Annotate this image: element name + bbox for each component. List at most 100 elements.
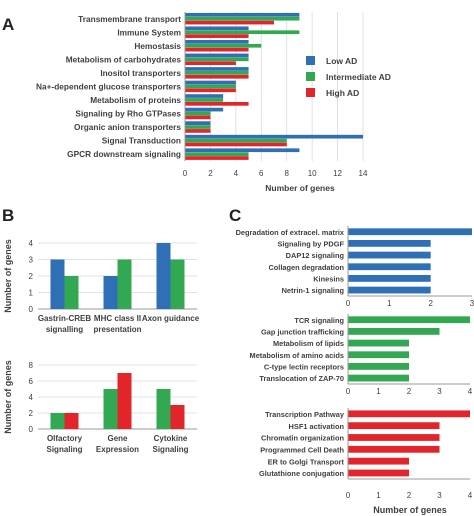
y-tick-label: 2 [29,272,34,281]
bar-intermediate-ad [185,138,287,143]
x-tick-label: 3 [437,387,442,396]
bar-high-ad [348,457,409,465]
bar-intermediate-ad [103,389,118,429]
bar-intermediate-ad [185,30,300,35]
bar-high-ad [348,422,440,430]
y-tick-label: 0 [29,305,34,314]
legend-swatch-high-ad [306,88,315,97]
y-tick-label: 4 [29,239,34,248]
x-tick-label: 3 [470,299,474,308]
category-label: Collagen degradation [268,263,344,272]
bar-intermediate-ad [64,276,79,309]
bar-low-ad [348,275,431,282]
category-label: Netrin-1 signaling [282,286,345,295]
bar-intermediate-ad [50,413,65,429]
bar-intermediate-ad [170,259,185,309]
bar-intermediate-ad [185,71,249,75]
category-label: Axon guidance [142,314,200,323]
x-tick-label: 12 [333,169,342,178]
category-label: C-type lectin receptors [264,363,344,372]
category-label: Metabolism of carbohydrates [66,54,182,64]
y-axis-title: Number of genes [3,360,13,434]
bar-intermediate-ad [185,111,211,116]
category-label: Degradation of extracel. matrix [236,228,345,237]
bar-low-ad [185,67,249,71]
x-tick-label: 2 [428,299,433,308]
bar-low-ad [348,251,431,259]
x-tick-label: 6 [259,169,264,178]
category-label: Organic anion transporters [74,122,181,132]
bar-low-ad [348,228,472,236]
bar-high-ad [185,115,211,120]
bar-high-ad [185,20,274,25]
category-label: Chromatin organization [261,434,344,443]
bar-intermediate-ad [185,98,224,102]
category-label: Immune System [117,27,181,37]
bar-high-ad [185,34,249,38]
bar-high-ad [185,142,287,147]
bar-low-ad [185,53,249,58]
bar-low-ad [185,26,249,31]
x-tick-label: 3 [437,491,442,500]
category-label: Expression [96,445,139,454]
y-tick-label: 0 [29,425,34,434]
bar-high-ad [185,74,249,79]
category-label: ER to Golgi Transport [268,457,345,466]
category-label: TCR signaling [294,316,344,325]
bar-intermediate-ad [185,57,249,62]
y-tick-label: 1 [29,289,34,298]
panel-label-b: B [2,206,14,225]
bar-low-ad [348,240,431,247]
bar-low-ad [156,243,171,309]
bar-low-ad [185,134,363,139]
category-label: DAP12 signaling [286,251,345,260]
x-tick-label: 1 [376,491,381,500]
category-label: Kinesins [313,275,344,284]
legend-swatch-intermediate-ad [306,72,315,81]
category-label: Metabolism of lipids [273,339,344,348]
category-label: Transcription Pathway [265,410,345,419]
bar-intermediate-ad [117,259,132,309]
bar-low-ad [103,276,118,309]
y-axis-title: Number of genes [3,239,13,313]
x-tick-label: 2 [407,491,412,500]
x-tick-label: 14 [359,169,368,178]
bar-intermediate-ad [348,374,409,382]
category-label: Gap junction trafficking [261,328,344,337]
x-tick-label: 8 [284,169,289,178]
bar-intermediate-ad [185,43,262,48]
category-label: Olfactory [47,434,83,443]
bar-low-ad [185,80,236,85]
category-label: GPCR downstream signaling [67,149,181,159]
bar-low-ad [185,121,211,125]
bar-high-ad [185,156,249,160]
x-tick-label: 0 [346,299,351,308]
category-label: Signal Transduction [102,136,181,146]
category-label: Signaling by Rho GTPases [75,109,181,119]
x-tick-label: 1 [387,299,392,308]
bar-low-ad [185,107,224,112]
bar-high-ad [185,129,211,133]
category-label: Programmed Cell Death [260,445,344,454]
bar-low-ad [185,94,224,98]
bar-intermediate-ad [348,316,470,324]
category-label: HSF1 activation [289,422,345,431]
x-tick-label: 0 [346,491,351,500]
x-tick-label: 4 [468,387,473,396]
legend-label: High AD [326,88,359,98]
category-label: signalling [46,325,83,334]
bar-low-ad [50,259,65,309]
bar-high-ad [185,88,236,93]
bar-high-ad [185,101,249,106]
y-tick-label: 3 [29,256,34,265]
category-label: Metabolism of amino acids [250,351,344,360]
bar-high-ad [185,47,249,52]
bar-intermediate-ad [348,351,409,359]
bar-intermediate-ad [348,328,440,335]
bar-low-ad [185,12,300,17]
x-axis-title: Number of genes [265,183,335,193]
x-tick-label: 2 [208,169,213,178]
category-label: Signaling [47,445,83,454]
y-tick-label: 2 [29,409,34,418]
category-label: Translocation of ZAP-70 [259,374,344,383]
